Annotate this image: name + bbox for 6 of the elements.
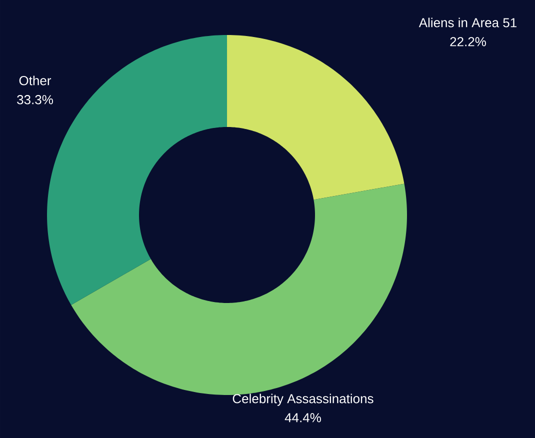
- data-label: 44.4%: [284, 413, 321, 422]
- slice-label: Other: [19, 76, 52, 86]
- data-label: 33.3%: [17, 95, 53, 104]
- slice-label: Celebrity Assassinations: [232, 394, 374, 406]
- data-label: 22.2%: [450, 37, 486, 46]
- slice-label: Aliens in Area 51: [418, 18, 516, 28]
